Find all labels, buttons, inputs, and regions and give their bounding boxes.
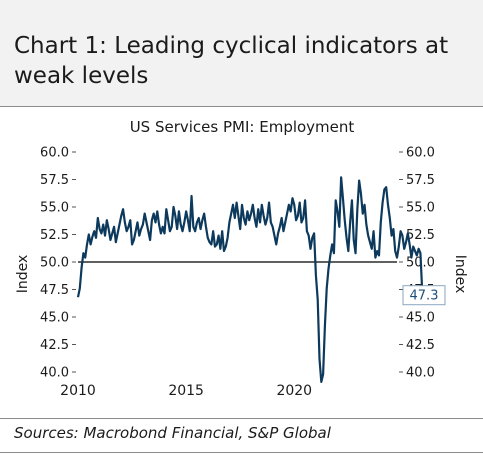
header-band	[0, 0, 483, 106]
x-axis: 2010 2015 2020	[60, 383, 312, 399]
line-chart: US Services PMI: Employment Index Index …	[15, 118, 468, 399]
y-tick-label-right: 55.0	[406, 201, 435, 216]
y-tick-label-left: 42.5	[40, 338, 69, 353]
series-line-employment	[76, 176, 424, 383]
y-tick-label-right: 52.5	[406, 228, 435, 243]
source-note: Sources: Macrobond Financial, S&P Global	[14, 424, 331, 442]
y-tick-label-left: 52.5	[40, 228, 69, 243]
y-tick-label-right: 40.0	[406, 366, 435, 381]
last-value-box	[402, 285, 446, 306]
y-tick-label-right: 60.0	[406, 146, 435, 161]
y-axis-label-right: Index	[452, 255, 468, 294]
page-title: Chart 1: Leading cyclical indicators at …	[14, 33, 449, 89]
y-tick-label-left: 47.5	[40, 283, 69, 298]
y-axis-left: 40.0 42.5 45.0 47.5 50.0 52.5 55.0 57.5 60.0	[40, 146, 76, 381]
divider-bottom	[0, 418, 483, 419]
y-tick-label-left: 57.5	[40, 173, 69, 188]
y-tick-label-left: 40.0	[40, 366, 69, 381]
x-tick-label: 2020	[276, 383, 312, 399]
chart-title: US Services PMI: Employment	[130, 118, 355, 136]
y-axis-label-left: Index	[15, 255, 31, 294]
x-tick-label: 2010	[60, 383, 96, 399]
divider-top	[0, 106, 483, 107]
last-value-annotation: 47.3	[402, 285, 446, 306]
y-axis-right: 40.042.545.047.550.052.555.057.560.0	[399, 146, 435, 381]
y-tick-label-right: 42.5	[406, 338, 435, 353]
y-tick-label-left: 60.0	[40, 146, 69, 161]
divider-footer	[0, 452, 483, 453]
y-tick-label-left: 45.0	[40, 311, 69, 326]
y-tick-label-left: 55.0	[40, 201, 69, 216]
y-tick-label-right: 45.0	[406, 311, 435, 326]
y-tick-label-left: 50.0	[40, 256, 69, 271]
last-value-label: 47.3	[410, 289, 439, 304]
y-tick-label-right: 57.5	[406, 173, 435, 188]
x-tick-label: 2015	[168, 383, 204, 399]
